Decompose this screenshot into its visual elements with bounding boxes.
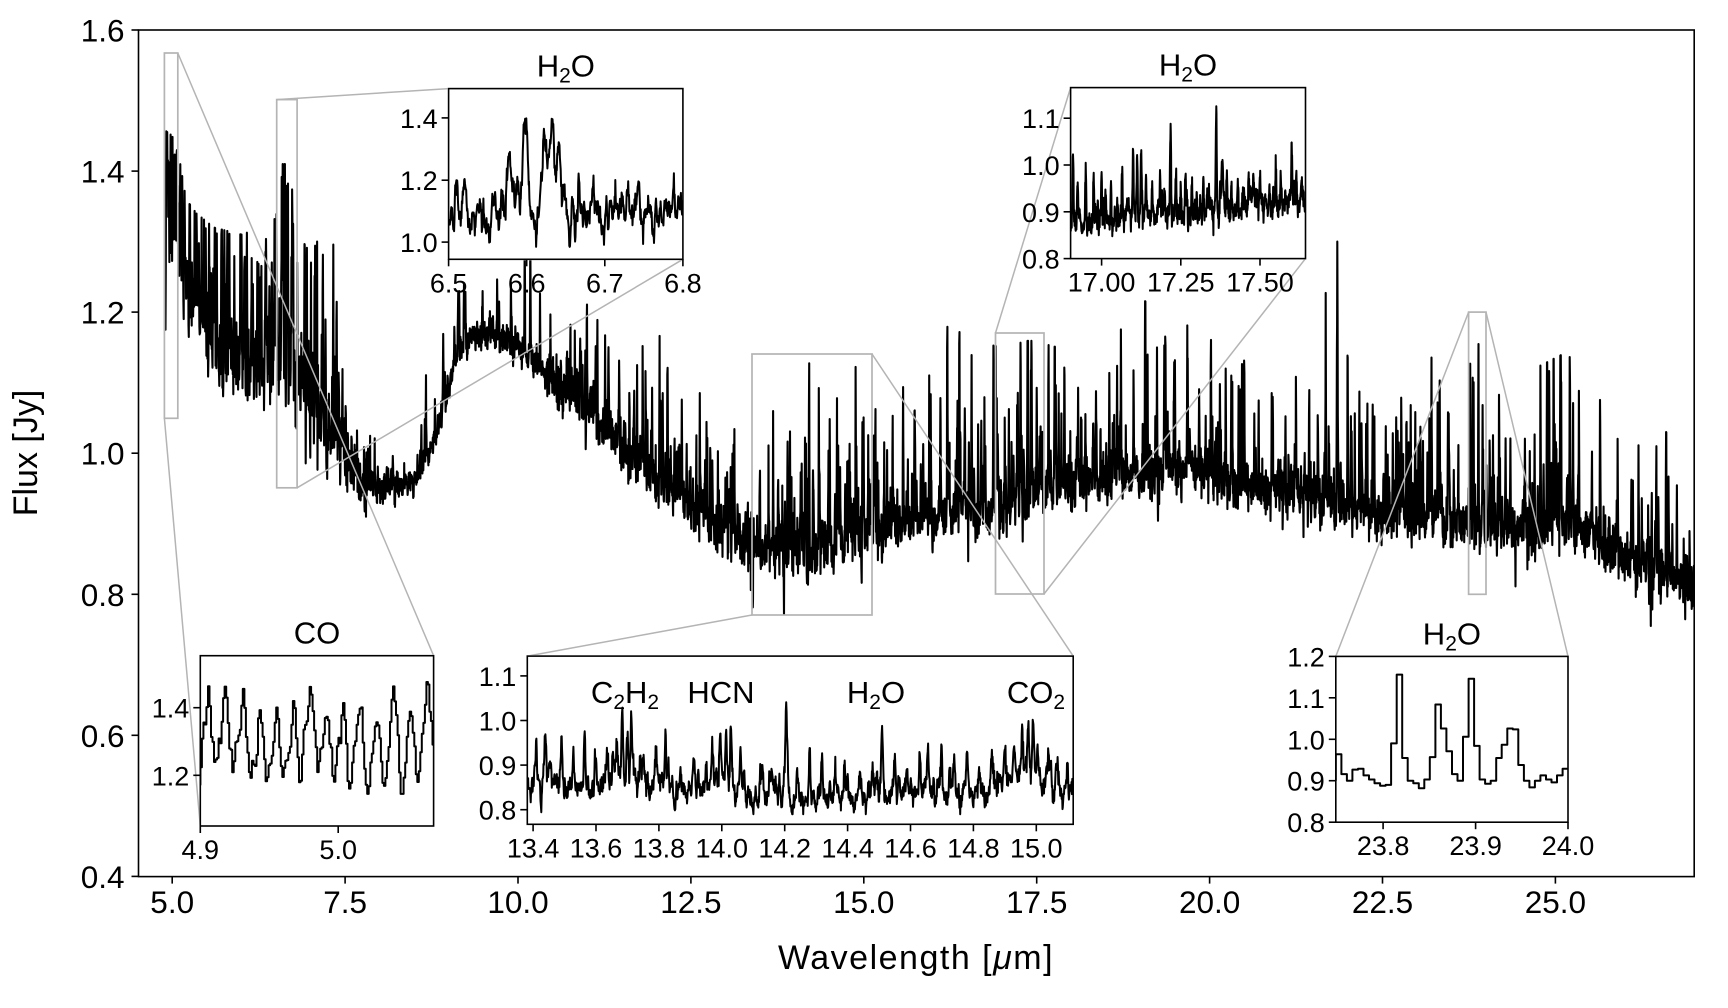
- svg-text:6.8: 6.8: [664, 268, 702, 298]
- svg-text:5.0: 5.0: [319, 835, 357, 865]
- svg-text:17.50: 17.50: [1226, 268, 1294, 298]
- svg-text:Wavelength [μm]: Wavelength [μm]: [778, 939, 1054, 977]
- svg-text:1.0: 1.0: [479, 707, 517, 737]
- svg-text:14.0: 14.0: [696, 833, 749, 863]
- svg-text:0.8: 0.8: [1022, 245, 1060, 275]
- svg-text:1.0: 1.0: [400, 228, 438, 258]
- svg-text:1.4: 1.4: [400, 104, 438, 134]
- svg-text:1.0: 1.0: [1287, 725, 1325, 755]
- svg-text:25.0: 25.0: [1525, 884, 1586, 920]
- svg-text:HCN: HCN: [687, 675, 754, 710]
- svg-text:1.1: 1.1: [1287, 684, 1325, 714]
- svg-text:17.00: 17.00: [1068, 268, 1136, 298]
- svg-text:14.4: 14.4: [821, 833, 874, 863]
- svg-text:1.6: 1.6: [81, 13, 125, 49]
- svg-text:12.5: 12.5: [660, 884, 721, 920]
- svg-text:5.0: 5.0: [150, 884, 194, 920]
- svg-text:10.0: 10.0: [487, 884, 548, 920]
- svg-text:24.0: 24.0: [1542, 831, 1595, 861]
- svg-text:1.1: 1.1: [1022, 104, 1060, 134]
- svg-text:20.0: 20.0: [1179, 884, 1240, 920]
- svg-text:4.9: 4.9: [182, 835, 220, 865]
- svg-text:6.5: 6.5: [430, 268, 468, 298]
- svg-text:15.0: 15.0: [1010, 833, 1063, 863]
- svg-text:1.2: 1.2: [1287, 642, 1325, 672]
- svg-text:1.4: 1.4: [81, 154, 125, 190]
- svg-text:13.6: 13.6: [570, 833, 623, 863]
- svg-text:0.6: 0.6: [81, 718, 125, 754]
- svg-text:0.8: 0.8: [81, 577, 125, 613]
- svg-text:1.2: 1.2: [152, 761, 190, 791]
- svg-text:0.8: 0.8: [1287, 808, 1325, 838]
- svg-text:0.9: 0.9: [1287, 767, 1325, 797]
- svg-text:0.9: 0.9: [1022, 198, 1060, 228]
- svg-text:17.5: 17.5: [1006, 884, 1067, 920]
- svg-text:13.4: 13.4: [507, 833, 560, 863]
- svg-text:1.2: 1.2: [81, 295, 125, 331]
- svg-text:1.2: 1.2: [400, 166, 438, 196]
- svg-text:14.6: 14.6: [884, 833, 937, 863]
- svg-text:15.0: 15.0: [833, 884, 894, 920]
- svg-text:7.5: 7.5: [323, 884, 367, 920]
- svg-text:17.25: 17.25: [1147, 268, 1215, 298]
- svg-text:1.0: 1.0: [81, 436, 125, 472]
- svg-text:6.6: 6.6: [508, 268, 546, 298]
- svg-text:23.9: 23.9: [1449, 831, 1502, 861]
- svg-text:0.8: 0.8: [479, 796, 517, 826]
- svg-text:Flux [Jy]: Flux [Jy]: [7, 390, 45, 517]
- svg-text:14.2: 14.2: [758, 833, 811, 863]
- svg-text:CO: CO: [294, 616, 341, 651]
- svg-text:1.4: 1.4: [152, 694, 190, 724]
- svg-text:1.1: 1.1: [479, 662, 517, 692]
- svg-text:0.4: 0.4: [81, 859, 125, 895]
- svg-text:0.9: 0.9: [479, 751, 517, 781]
- svg-text:23.8: 23.8: [1357, 831, 1410, 861]
- svg-text:1.0: 1.0: [1022, 151, 1060, 181]
- svg-text:14.8: 14.8: [947, 833, 1000, 863]
- svg-text:6.7: 6.7: [586, 268, 624, 298]
- svg-text:13.8: 13.8: [633, 833, 686, 863]
- svg-text:22.5: 22.5: [1352, 884, 1413, 920]
